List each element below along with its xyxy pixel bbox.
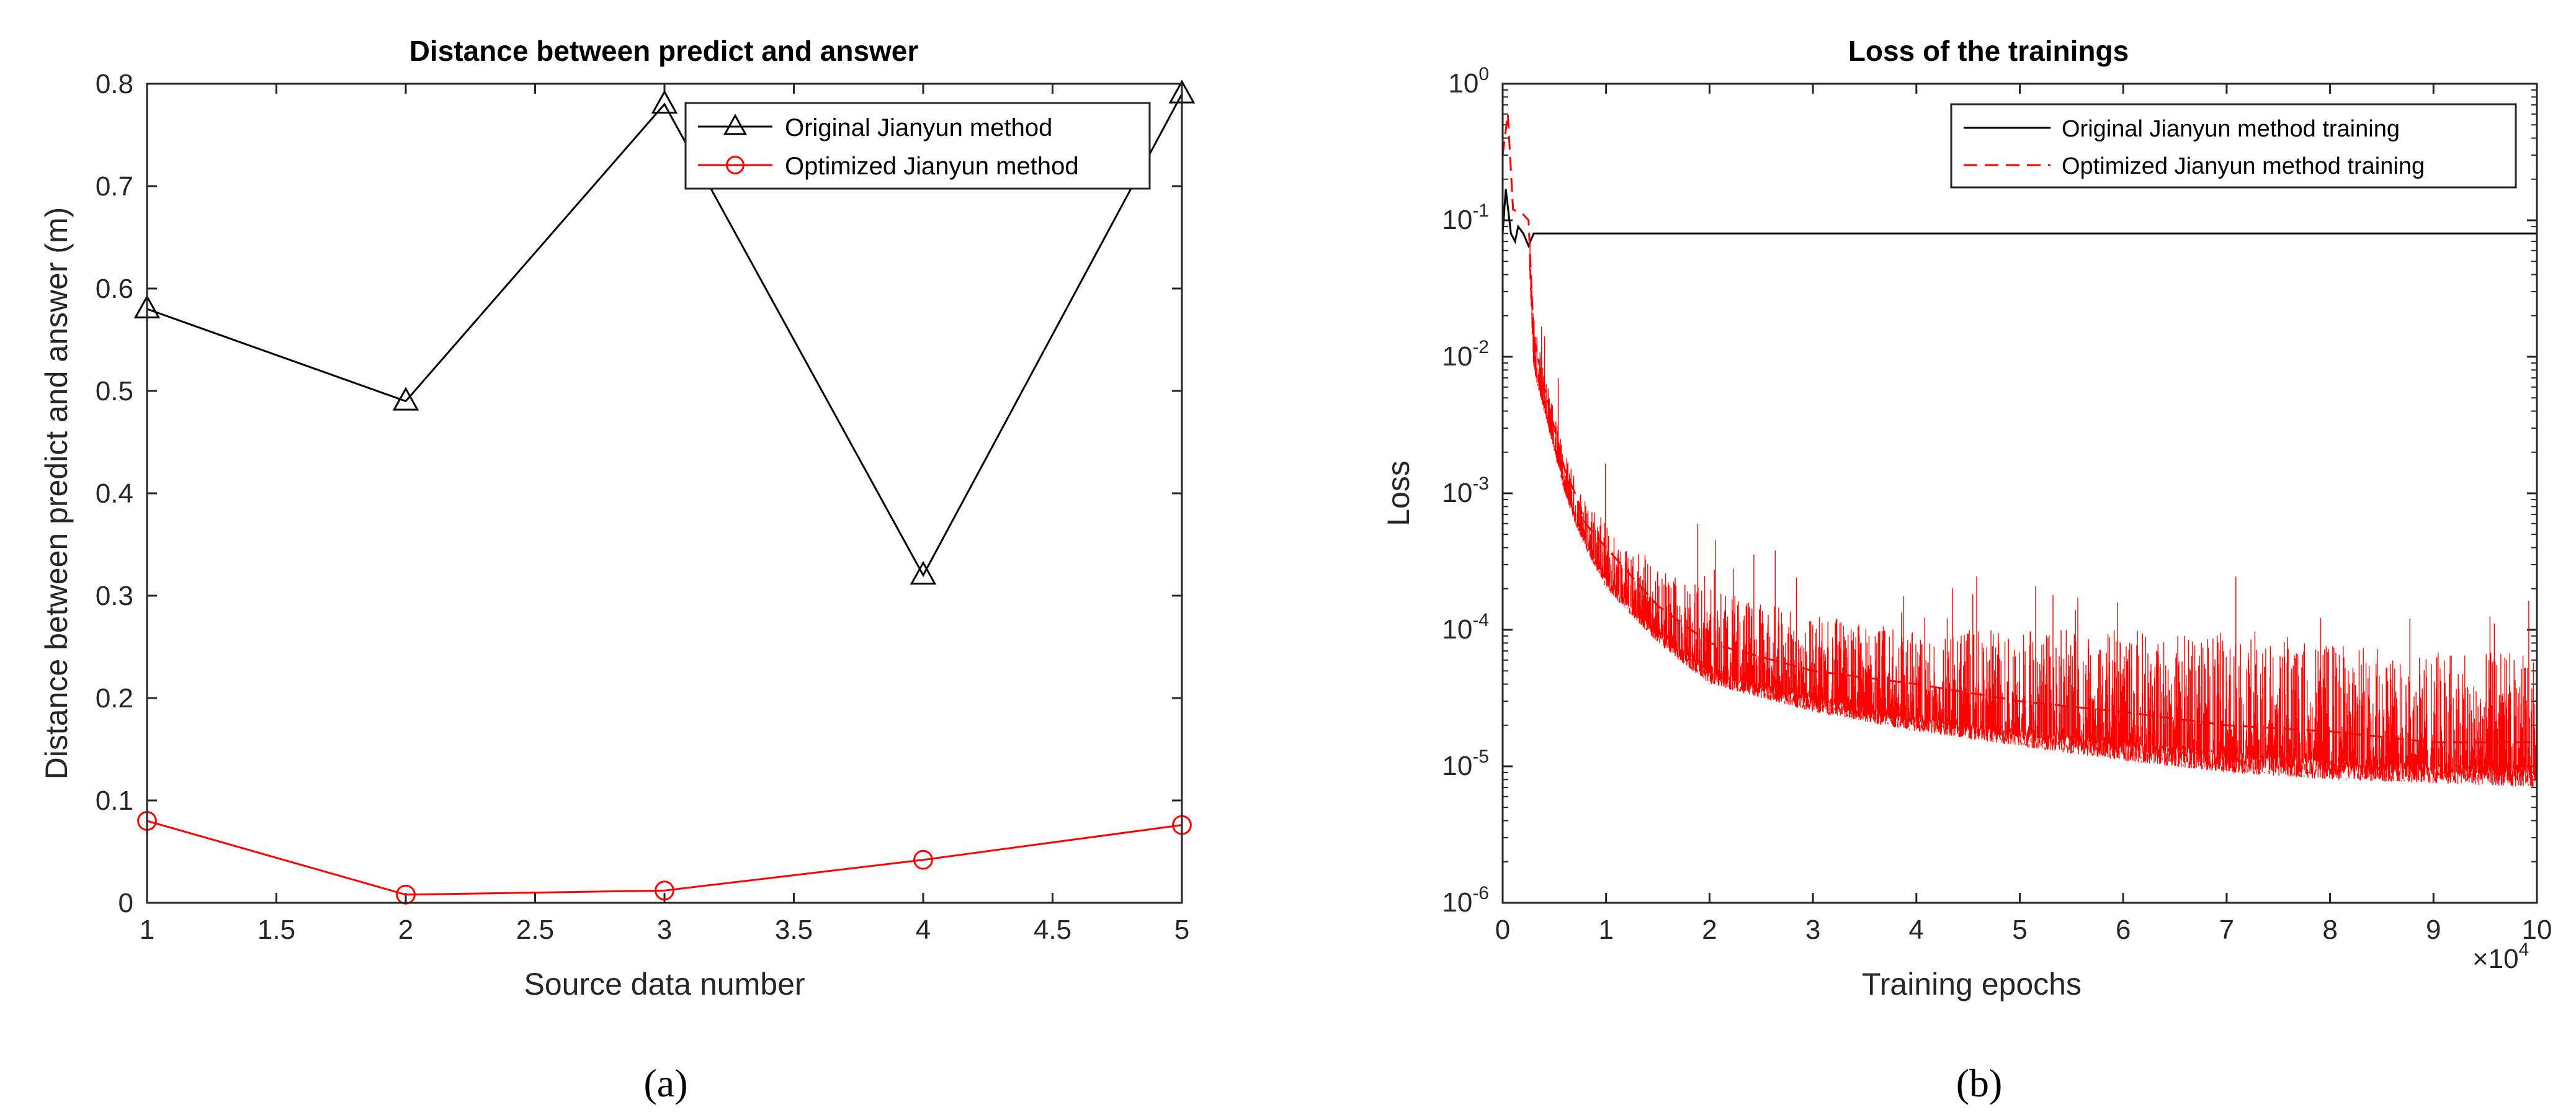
chart-b-plot-frame [1501, 83, 2538, 904]
chart-a-y-axis-label: Distance between predict and answer (m) [39, 207, 74, 780]
chart-a-legend-box [684, 102, 1151, 190]
chart-a-y-tick-label: 0.8 [96, 69, 133, 99]
chart-a-point-circle [655, 880, 674, 901]
chart-b-series-line-2 [1503, 114, 2537, 743]
chart-b-x-tick-label: 9 [2426, 915, 2441, 945]
chart-a-series [133, 79, 1196, 905]
chart-a-x-tick-label: 3 [657, 915, 672, 945]
chart-a-legend: Original Jianyun method Optimized Jianyun… [684, 102, 1151, 190]
chart-a-x-tick-label: 1 [140, 915, 154, 945]
chart-a-y-tick-label: 0.7 [96, 171, 133, 202]
chart-b-x-tick-label: 5 [2012, 915, 2027, 945]
chart-b-legend: Original Jianyun method training Optimize… [1950, 103, 2517, 189]
chart-b-y-tick-label: 10-3 [1442, 473, 1489, 508]
chart-a-y-tick-label: 0.1 [96, 786, 133, 816]
chart-a-x-tick-label: 1.5 [257, 915, 295, 945]
chart-a-plot-frame [146, 83, 1183, 904]
chart-b-x-tick-label: 1 [1598, 915, 1613, 945]
chart-a-x-tick-label: 3.5 [775, 915, 813, 945]
chart-b: Loss of the trainings 0 1 2 3 4 5 6 7 8 9 10 100 10-… [1381, 35, 2552, 1001]
chart-b-x-tick-label: 0 [1495, 915, 1510, 945]
chart-a-y-tick-label: 0.3 [96, 581, 133, 611]
chart-a-series-line-2 [146, 820, 1183, 896]
chart-b-x-tick-label: 8 [2322, 915, 2337, 945]
chart-a-y-tick-label: 0.2 [96, 683, 133, 714]
chart-b-y-tick-label: 10-1 [1442, 200, 1489, 235]
chart-b-x-tick-label: 7 [2219, 915, 2234, 945]
chart-b-x-tick-label: 3 [1805, 915, 1820, 945]
chart-b-legend-box [1950, 103, 2517, 189]
chart-a-legend-marker [723, 114, 748, 135]
chart-a-x-tick-label: 4.5 [1034, 915, 1071, 945]
chart-b-series [1503, 114, 2537, 743]
chart-b-title: Loss of the trainings [1848, 35, 2129, 67]
chart-a-y-tick-label: 0.4 [96, 478, 133, 509]
chart-a: Distance between predict and answer 1 1.5… [39, 35, 1196, 1001]
chart-a-legend-label: Original Jianyun method [785, 114, 1052, 141]
chart-a-x-tick-label: 2 [398, 915, 413, 945]
chart-b-y-axis-label: Loss [1381, 460, 1416, 526]
chart-b-x-tick-label: 2 [1702, 915, 1717, 945]
chart-b-legend-label: Original Jianyun method training [2062, 116, 2400, 142]
chart-b-y-tick-label: 10-2 [1442, 337, 1489, 372]
chart-a-point-triangle [392, 387, 419, 411]
chart-a-ticks: 1 1.5 2 2.5 3 3.5 4 4.5 5 0 0.1 0.2 0.3 0.4 0.5 0.6 0.7 0… [96, 69, 1189, 945]
chart-b-y-tick-label: 10-4 [1442, 610, 1489, 645]
chart-b-x-multiplier-base: ×10 [2472, 944, 2519, 974]
chart-a-x-tick-label: 4 [916, 915, 931, 945]
chart-b-x-tick-label: 4 [1909, 915, 1924, 945]
chart-a-y-tick-label: 0.6 [96, 274, 133, 304]
chart-a-y-tick-label: 0.5 [96, 376, 133, 406]
chart-b-y-tick-label: 10-6 [1442, 883, 1489, 918]
chart-b-legend-label: Optimized Jianyun method training [2062, 153, 2425, 179]
chart-a-title: Distance between predict and answer [409, 35, 919, 67]
chart-b-x-tick-label: 10 [2522, 915, 2552, 945]
chart-b-x-axis-label: Training epochs [1862, 967, 2082, 1001]
chart-a-legend-label: Optimized Jianyun method [785, 153, 1079, 180]
chart-b-y-tick-label: 100 [1448, 64, 1489, 99]
chart-a-x-tick-label: 5 [1174, 915, 1189, 945]
chart-a-y-tick-label: 0 [119, 888, 133, 918]
panel-a-label: (a) [643, 1061, 687, 1105]
chart-b-x-tick-label: 6 [2116, 915, 2131, 945]
chart-b-y-tick-label: 10-5 [1442, 746, 1489, 781]
chart-b-x-multiplier-exponent: 4 [2519, 939, 2529, 960]
chart-a-legend-marker [726, 156, 745, 174]
chart-a-point-triangle [910, 560, 937, 585]
chart-a-point-circle [913, 849, 933, 870]
chart-a-x-axis-label: Source data number [524, 967, 805, 1001]
chart-a-point-triangle [651, 89, 678, 114]
chart-b-ticks: 0 1 2 3 4 5 6 7 8 9 10 100 10-1 10-2 10-3 10-4 10-5 10-6 [1442, 64, 2552, 945]
chart-a-series-line-1 [146, 93, 1183, 578]
chart-b-x-multiplier: ×104 [2472, 939, 2529, 974]
chart-a-x-tick-label: 2.5 [516, 915, 554, 945]
chart-b-series-line-1 [1503, 189, 2537, 249]
panel-b-label: (b) [1956, 1061, 2003, 1105]
